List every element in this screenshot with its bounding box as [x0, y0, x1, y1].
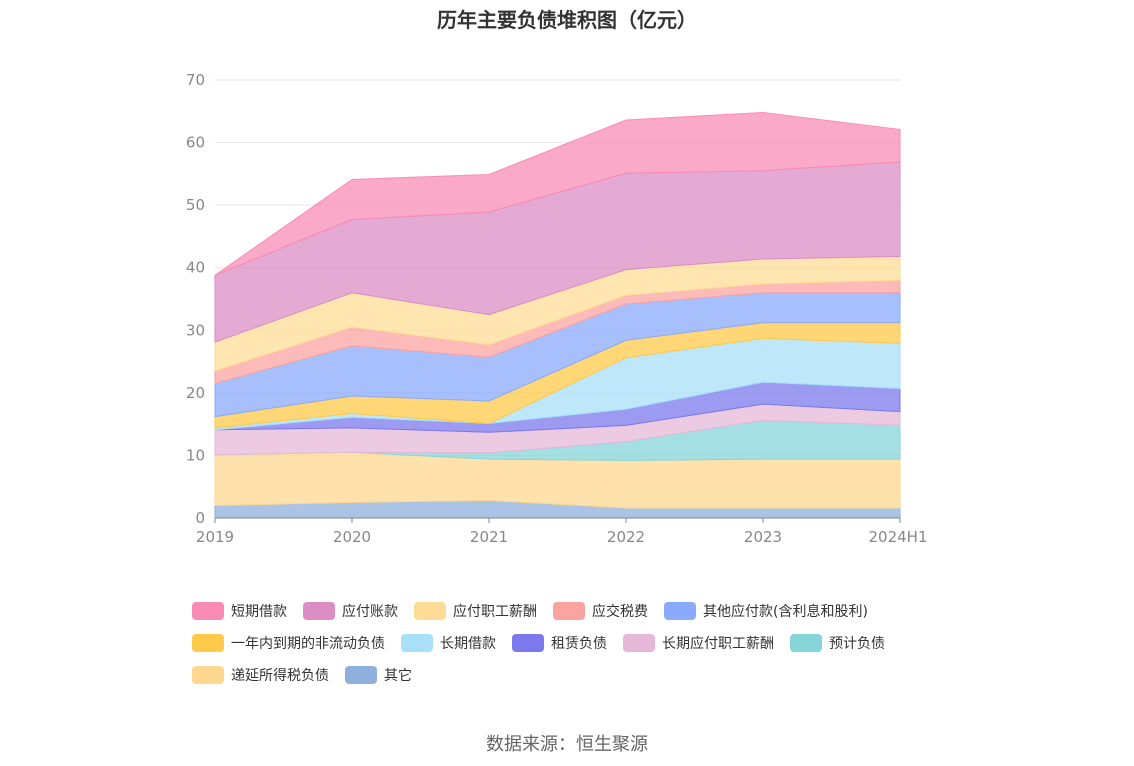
- legend-label: 应交税费: [592, 603, 648, 620]
- legend-item[interactable]: 短期借款: [192, 598, 287, 623]
- legend-swatch: [414, 601, 446, 620]
- legend-swatch: [192, 665, 224, 684]
- legend-item[interactable]: 应付账款: [303, 598, 398, 623]
- y-tick-label: 50: [186, 196, 205, 214]
- y-tick-label: 0: [195, 509, 205, 527]
- chart-title: 历年主要负债堆积图（亿元）: [437, 8, 697, 32]
- data-source: 数据来源：恒生聚源: [486, 734, 648, 755]
- legend-swatch: [553, 601, 585, 620]
- legend-item[interactable]: 预计负债: [790, 630, 885, 655]
- legend-swatch: [192, 601, 224, 620]
- legend-item[interactable]: 长期借款: [401, 630, 496, 655]
- legend-item[interactable]: 租赁负债: [512, 630, 607, 655]
- legend-label: 租赁负债: [551, 635, 607, 652]
- legend-swatch: [192, 633, 224, 652]
- legend-item[interactable]: 应付职工薪酬: [414, 598, 537, 623]
- legend-label: 一年内到期的非流动负债: [231, 635, 385, 652]
- legend-item[interactable]: 长期应付职工薪酬: [623, 630, 774, 655]
- legend-label: 长期应付职工薪酬: [662, 635, 774, 652]
- legend-item[interactable]: 其他应付款(含利息和股利): [664, 598, 868, 623]
- legend-swatch: [664, 601, 696, 620]
- legend-label: 预计负债: [829, 635, 885, 652]
- x-tick-label: 2021: [470, 528, 508, 546]
- legend-swatch: [303, 601, 335, 620]
- axes: 0 10 20 30 40 50 60 70 2019 2020 2021 2022 2023 2024H…: [186, 71, 928, 546]
- legend-label: 递延所得税负债: [231, 667, 329, 684]
- x-tick-label: 2023: [744, 528, 782, 546]
- area-递延所得税负债[interactable]: [214, 451, 901, 509]
- y-tick-label: 70: [186, 71, 205, 89]
- legend-item[interactable]: 一年内到期的非流动负债: [192, 630, 385, 655]
- legend-item[interactable]: 递延所得税负债: [192, 662, 329, 687]
- x-tick-label: 2019: [196, 528, 234, 546]
- x-tick-label: 2020: [333, 528, 371, 546]
- legend-label: 应付职工薪酬: [453, 603, 537, 620]
- legend-swatch: [512, 633, 544, 652]
- area-series: [214, 112, 901, 519]
- legend-label: 短期借款: [231, 603, 287, 620]
- area-短期借款[interactable]: [214, 112, 901, 276]
- legend-swatch: [623, 633, 655, 652]
- x-tick-label: 2024H1: [869, 528, 928, 546]
- y-tick-label: 30: [186, 321, 205, 339]
- x-tick-label: 2022: [607, 528, 645, 546]
- legend-label: 其他应付款(含利息和股利): [703, 603, 868, 620]
- y-tick-label: 60: [186, 134, 205, 152]
- legend-item[interactable]: 应交税费: [553, 598, 648, 623]
- legend-swatch: [345, 665, 377, 684]
- legend-label: 其它: [384, 667, 412, 684]
- legend-label: 应付账款: [342, 603, 398, 620]
- legend-swatch: [790, 633, 822, 652]
- legend-item[interactable]: 其它: [345, 662, 412, 687]
- legend: 短期借款 应付账款 应付职工薪酬 应交税费 其他应付款(含利息和股利) 一年内到期的非流动…: [192, 598, 972, 694]
- y-tick-label: 10: [186, 446, 205, 464]
- y-tick-label: 40: [186, 259, 205, 277]
- legend-label: 长期借款: [440, 635, 496, 652]
- legend-swatch: [401, 633, 433, 652]
- y-tick-label: 20: [186, 384, 205, 402]
